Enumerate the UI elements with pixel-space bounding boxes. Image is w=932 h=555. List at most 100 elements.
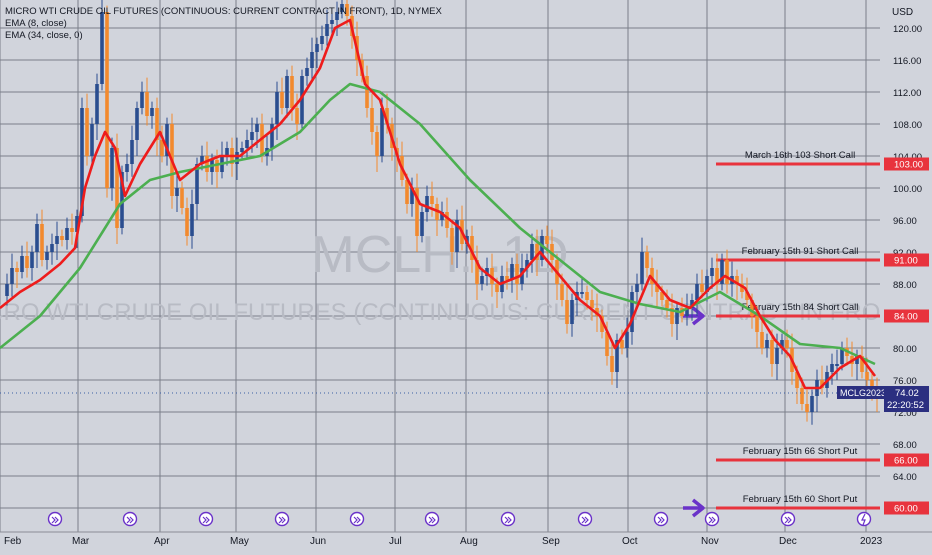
time-axis[interactable]: Feb Mar Apr May Jun Jul Aug Sep Oct Nov Dec 2023 xyxy=(0,531,932,550)
price-axis[interactable]: USD 132.00128.00124.00120.00116.00112.00… xyxy=(880,0,932,550)
candle-body xyxy=(40,224,44,260)
candle-body xyxy=(35,224,39,252)
x-tick-label: May xyxy=(230,536,249,547)
candle-body xyxy=(735,276,739,284)
y-tick-label: 80.00 xyxy=(893,344,917,355)
x-tick-label: Oct xyxy=(622,536,638,547)
candle-body xyxy=(120,172,124,228)
candle-body xyxy=(65,228,69,240)
candle-body xyxy=(45,252,49,260)
candle-body xyxy=(665,300,669,308)
candle-body xyxy=(150,108,154,116)
candle-body xyxy=(600,316,604,332)
dividend-event-icon xyxy=(780,511,796,527)
candle-body xyxy=(690,300,694,308)
chart-header: MICRO WTI CRUDE OIL FUTURES (CONTINUOUS:… xyxy=(5,6,442,41)
candle-body xyxy=(75,216,79,232)
watermark: MCLH...1D MICRO WTI CRUDE OIL FUTURES (C… xyxy=(0,226,920,326)
candle-body xyxy=(410,188,414,204)
candle-body xyxy=(10,268,14,284)
candle-body xyxy=(115,148,119,228)
candle-body xyxy=(750,300,754,316)
candle-body xyxy=(100,12,104,84)
dividend-event-icon xyxy=(424,511,440,527)
candle-body xyxy=(510,264,514,280)
candle-body xyxy=(745,292,749,300)
candle-body xyxy=(95,84,99,124)
candle-body xyxy=(50,244,54,252)
candle-body xyxy=(440,212,444,220)
y-tick-label: 64.00 xyxy=(893,472,917,483)
candle-body xyxy=(60,236,64,240)
candle-body xyxy=(505,276,509,280)
candle-body xyxy=(295,108,299,124)
chart-title: MICRO WTI CRUDE OIL FUTURES (CONTINUOUS:… xyxy=(5,6,442,17)
candle-body xyxy=(865,372,869,380)
candle-body xyxy=(375,132,379,156)
candle-body xyxy=(515,264,519,284)
candle-body xyxy=(795,372,799,388)
candle-body xyxy=(530,244,534,260)
ema-34-line xyxy=(0,82,876,366)
candle-body xyxy=(785,340,789,348)
level-tag-value: 60.00 xyxy=(894,504,918,515)
dividend-event-icon xyxy=(704,511,720,527)
candles xyxy=(5,0,879,425)
candle-body xyxy=(200,156,204,164)
candle-body xyxy=(195,164,199,204)
candle-body xyxy=(805,404,809,412)
candle-body xyxy=(700,284,704,292)
y-tick-label: 124.00 xyxy=(893,0,922,3)
candle-body xyxy=(425,196,429,212)
candle-body xyxy=(755,316,759,332)
candle-body xyxy=(715,268,719,284)
candle-body xyxy=(445,212,449,228)
candle-body xyxy=(305,68,309,76)
candle-body xyxy=(190,204,194,236)
candle-body xyxy=(30,252,34,268)
candle-body xyxy=(695,284,699,300)
candle-body xyxy=(820,380,824,388)
events-row[interactable] xyxy=(47,511,872,527)
candle-body xyxy=(165,124,169,156)
x-tick-label: Feb xyxy=(4,536,22,547)
y-tick-label: 116.00 xyxy=(893,56,921,67)
last-price-tag: MCLG2023 74.02 22:20:52 xyxy=(837,386,929,412)
candle-body xyxy=(70,228,74,232)
level-tag-value: 103.00 xyxy=(894,160,923,171)
arrow-icon xyxy=(683,498,705,518)
candle-body xyxy=(155,108,159,140)
candle-body xyxy=(645,252,649,268)
dividend-event-icon xyxy=(47,511,63,527)
candle-body xyxy=(140,92,144,108)
candle-body xyxy=(90,124,94,156)
candle-body xyxy=(570,300,574,324)
currency-label: USD xyxy=(892,7,913,18)
candle-body xyxy=(130,140,134,164)
candle-body xyxy=(325,24,329,36)
level-tag xyxy=(884,253,929,267)
candle-body xyxy=(610,356,614,372)
x-tick-label: Dec xyxy=(779,536,797,547)
candle-body xyxy=(340,4,344,12)
candle-body xyxy=(20,256,24,272)
candle-body xyxy=(365,76,369,108)
candle-body xyxy=(840,348,844,364)
level-tag xyxy=(884,501,929,515)
x-tick-label: Nov xyxy=(701,536,719,547)
price-tag-value: 74.02 xyxy=(895,388,919,399)
y-tick-label: 68.00 xyxy=(893,440,917,451)
candle-body xyxy=(105,12,109,188)
candle-body xyxy=(640,252,644,284)
level-label: February 15th 60 Short Put xyxy=(743,494,858,505)
candle-body xyxy=(55,236,59,244)
candle-body xyxy=(180,188,184,208)
candle-body xyxy=(520,268,524,284)
dividend-event-icon xyxy=(198,511,214,527)
candle-body xyxy=(300,76,304,124)
candle-body xyxy=(590,300,594,308)
candle-body xyxy=(240,148,244,152)
level-tag-value: 91.00 xyxy=(894,256,918,267)
candle-body xyxy=(775,348,779,364)
